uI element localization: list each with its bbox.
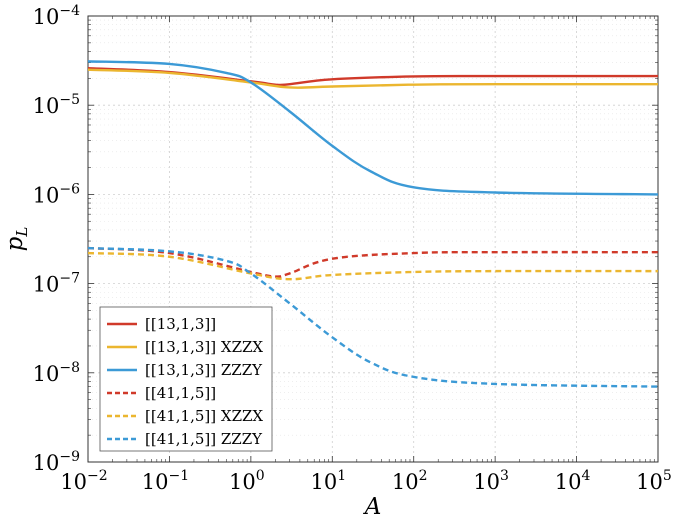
x-tick-base: 10 — [636, 470, 663, 494]
y-tick-base: 10 — [33, 362, 60, 386]
x-tick-base: 10 — [392, 470, 419, 494]
y-tick-label: 10−9 — [33, 449, 80, 475]
x-tick-label: 101 — [310, 468, 346, 494]
x-tick-label: 105 — [636, 468, 672, 494]
series-line-2 — [87, 68, 659, 89]
y-tick-label: 10−8 — [33, 360, 80, 386]
x-tick-base: 10 — [142, 470, 169, 494]
y-tick-exponent: −8 — [59, 360, 80, 376]
x-tick-exponent: −1 — [168, 468, 189, 484]
y-tick-exponent: −6 — [59, 181, 80, 197]
legend-label: [[41,1,5]] XZZX — [145, 407, 263, 425]
legend-label: [[13,1,3]] — [145, 315, 216, 333]
x-tick-label: 102 — [392, 468, 428, 494]
legend-label: [[41,1,5]] ZZZY — [145, 430, 263, 448]
x-tick-label: 10−1 — [142, 468, 189, 494]
x-axis-title: A — [363, 494, 382, 520]
y-tick-exponent: −4 — [59, 3, 80, 19]
y-tick-base: 10 — [33, 5, 60, 29]
series-line-5 — [87, 251, 659, 281]
legend-label: [[41,1,5]] — [145, 384, 216, 402]
x-tick-base: 10 — [473, 470, 500, 494]
x-tick-exponent: 4 — [581, 468, 590, 484]
svg-text:pL: pL — [2, 227, 31, 252]
y-tick-label: 10−7 — [33, 271, 80, 297]
legend-entries: [[13,1,3]] [[13,1,3]] XZZX [[13,1,3]] ZZZY… — [107, 315, 263, 448]
y-axis-title-main: p — [2, 236, 28, 251]
legend: [[13,1,3]] [[13,1,3]] XZZX [[13,1,3]] ZZZY… — [99, 306, 273, 452]
series-layer — [87, 60, 659, 388]
y-tick-exponent: −9 — [59, 449, 80, 465]
y-tick-label: 10−5 — [33, 92, 80, 118]
series-line-4 — [87, 246, 659, 278]
y-tick-base: 10 — [33, 94, 60, 118]
x-tick-base: 10 — [229, 470, 256, 494]
x-tick-base: 10 — [555, 470, 582, 494]
x-tick-exponent: 2 — [419, 468, 428, 484]
series-line-1 — [87, 66, 659, 87]
y-tick-labels: 10−910−810−710−610−510−4 — [33, 3, 80, 475]
y-axis-title-sub: L — [13, 227, 31, 238]
x-tick-base: 10 — [60, 470, 87, 494]
y-tick-base: 10 — [33, 183, 60, 207]
series-line-6 — [87, 246, 659, 388]
tick-layer — [87, 15, 659, 463]
x-tick-exponent: 0 — [256, 468, 265, 484]
x-tick-exponent: −2 — [87, 468, 108, 484]
x-tick-label: 100 — [229, 468, 265, 494]
x-tick-label: 104 — [555, 468, 591, 494]
x-tick-base: 10 — [310, 470, 337, 494]
legend-label: [[13,1,3]] ZZZY — [145, 361, 263, 379]
y-tick-exponent: −5 — [59, 92, 80, 108]
y-tick-exponent: −7 — [59, 271, 80, 287]
plot-frame — [87, 15, 659, 463]
x-tick-label: 103 — [473, 468, 509, 494]
x-tick-exponent: 1 — [337, 468, 346, 484]
series-line-3 — [87, 60, 659, 196]
y-axis-title: pL — [2, 227, 31, 252]
grid-layer — [88, 16, 658, 462]
y-tick-label: 10−4 — [33, 3, 80, 29]
y-tick-base: 10 — [33, 273, 60, 297]
x-tick-label: 10−2 — [60, 468, 107, 494]
legend-box — [99, 306, 273, 452]
y-tick-base: 10 — [33, 451, 60, 475]
legend-label: [[13,1,3]] XZZX — [145, 338, 263, 356]
x-tick-exponent: 5 — [663, 468, 672, 484]
y-tick-label: 10−6 — [33, 181, 80, 207]
x-tick-exponent: 3 — [500, 468, 509, 484]
x-tick-labels: 10−2 10−1 100 101 102 103 104 105 — [60, 468, 672, 494]
